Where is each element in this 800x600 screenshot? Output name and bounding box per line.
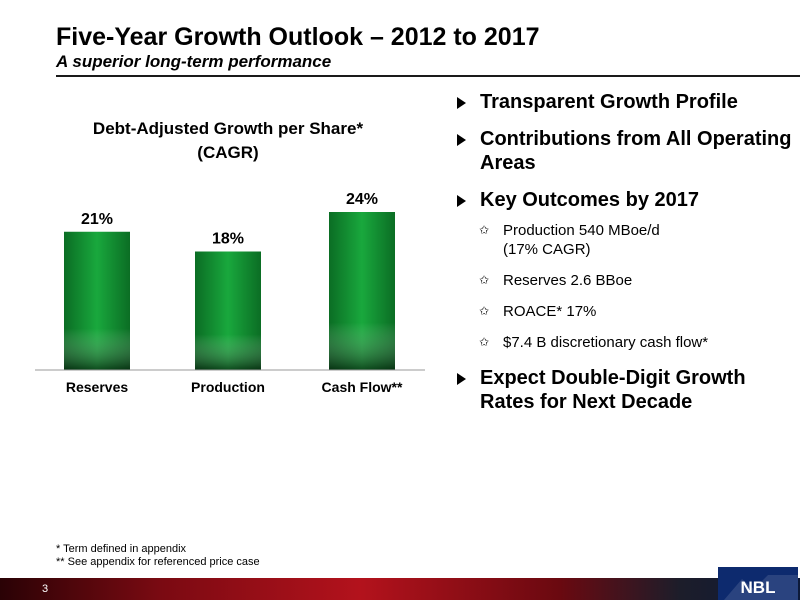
star-bullet-icon: ✩ [479,223,490,237]
sub-bullet-text: Reserves 2.6 BBoe [503,272,633,289]
logo-text: NBL [741,578,776,597]
triangle-bullet-icon [457,134,466,146]
bullet-text: Transparent Growth Profile [480,91,738,113]
chart-title: Debt-Adjusted Growth per Share* [93,119,364,138]
bullet-item: Key Outcomes by 2017 [455,188,795,212]
page-number: 3 [42,583,49,595]
sub-bullet-item: ✩ Reserves 2.6 BBoe [455,271,795,290]
footnotes: * Term defined in appendix ** See append… [56,543,260,569]
sub-bullet-text: (17% CAGR) [503,241,591,258]
data-label: 24% [346,191,378,208]
data-label: 18% [212,231,244,248]
star-bullet-icon: ✩ [479,335,490,349]
sub-bullet-text: Production 540 MBoe/d [503,222,660,239]
data-label: 21% [81,211,113,228]
chart-canvas: Debt-Adjusted Growth per Share* (CAGR) 21%… [35,119,425,395]
growth-bar-chart: Debt-Adjusted Growth per Share* (CAGR) 21%… [0,0,430,420]
category-label: Cash Flow** [322,379,403,395]
triangle-bullet-icon [457,195,466,207]
bullet-text: Key Outcomes by 2017 [480,189,699,211]
triangle-bullet-icon [457,373,466,385]
category-label: Reserves [66,379,128,395]
sub-bullet-item: ✩ Production 540 MBoe/d (17% CAGR) [455,221,795,259]
footnote: * Term defined in appendix [56,543,187,555]
star-bullet-icon: ✩ [479,304,490,318]
bullet-item: Contributions from All Operating Areas [455,127,795,175]
bullet-item: Transparent Growth Profile [455,90,795,114]
page-title: Five-Year Growth Outlook – 2012 to 2017 [56,23,540,51]
sub-bullet-item: ✩ ROACE* 17% [455,302,795,321]
footer-bar [0,578,800,600]
sub-bullet-item: ✩ $7.4 B discretionary cash flow* [455,333,795,352]
bullet-text: Contributions from All Operating Areas [480,128,792,174]
bar-shade [329,212,395,370]
star-bullet-icon: ✩ [479,273,490,287]
title-divider [56,75,800,77]
chart-subtitle: (CAGR) [197,143,258,162]
bar-shade [64,231,130,370]
page-subtitle: A superior long-term performance [56,52,332,71]
sub-bullet-text: ROACE* 17% [503,303,597,320]
triangle-bullet-icon [457,97,466,109]
bullet-list: Transparent Growth Profile Contributions… [455,90,795,427]
sub-bullet-text: $7.4 B discretionary cash flow* [503,334,709,351]
bullet-item: Expect Double-Digit Growth Rates for Nex… [455,366,795,414]
footnote: ** See appendix for referenced price cas… [56,556,260,568]
bar-shade [195,251,261,370]
nbl-logo: NBL [718,567,798,600]
category-label: Production [191,379,265,395]
bullet-text: Expect Double-Digit Growth Rates for Nex… [480,367,746,413]
